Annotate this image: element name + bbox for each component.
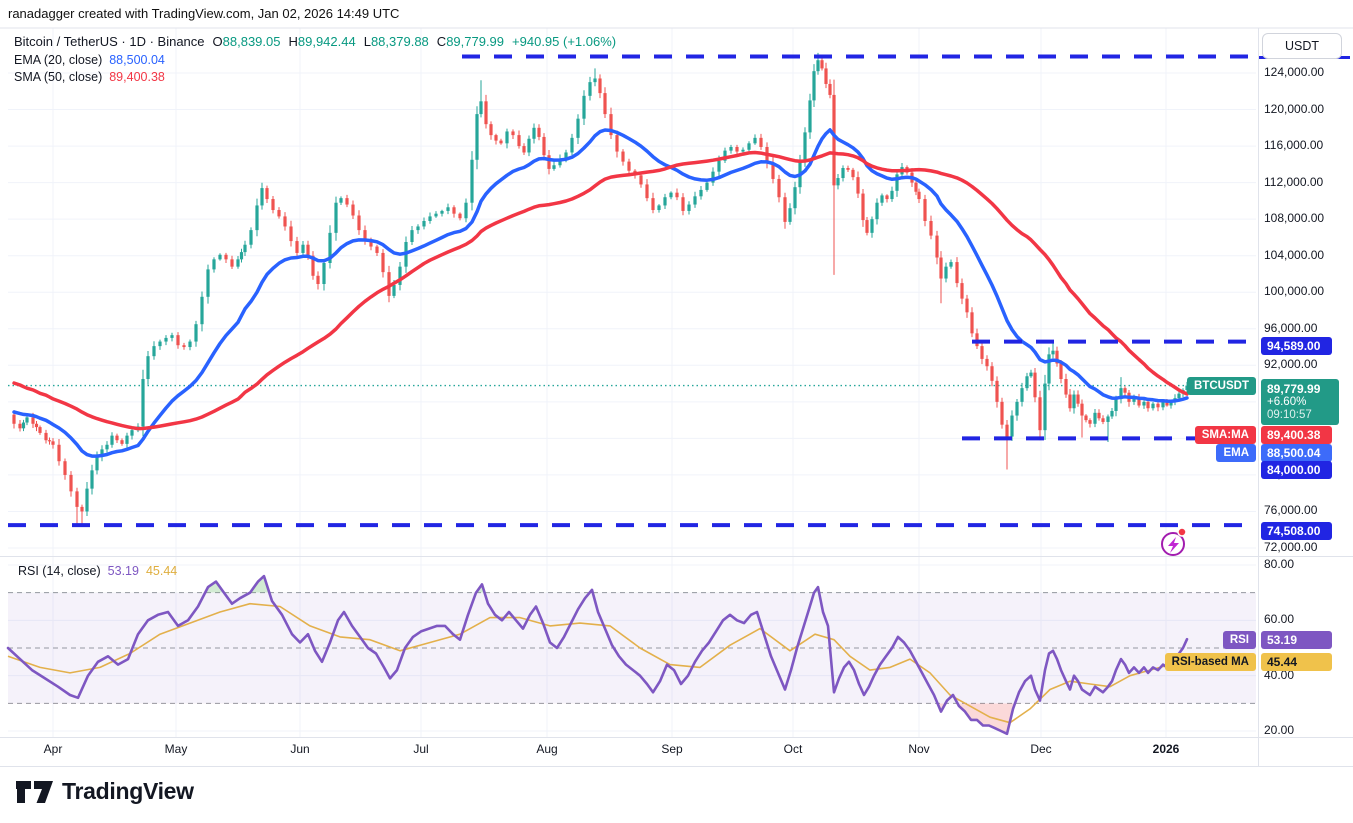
time-tick-label: May — [164, 742, 188, 756]
ohlc-value: 89,779.99 — [446, 34, 505, 49]
ohlc-key: O — [212, 34, 223, 49]
last-price-badge: 89,779.99 +6.60% 09:10:57 — [1261, 379, 1339, 425]
change-value: +940.95 (+1.06%) — [512, 34, 617, 49]
price-tick-label: 92,000.00 — [1264, 357, 1318, 372]
time-tick-label: Aug — [536, 742, 558, 756]
price-tick-label: 96,000.00 — [1264, 320, 1318, 335]
time-tick-label: Sep — [661, 742, 683, 756]
rsi-tick-label: 20.00 — [1264, 723, 1295, 737]
rsi-tick-label: 40.00 — [1264, 667, 1295, 682]
last-price-badge-line1: 89,779.99 — [1267, 382, 1321, 396]
ohlc-value: 88,839.05 — [222, 34, 281, 49]
ohlc-value: 88,379.88 — [370, 34, 429, 49]
rsi-ma-value-badge: 45.44 — [1261, 652, 1332, 671]
price-tick-label: 76,000.00 — [1264, 503, 1318, 518]
ohlc-values: O88,839.05 H89,942.44 L88,379.88 C89,779.99 — [205, 34, 505, 49]
rsi-ma-value: 45.44 — [145, 564, 178, 578]
symbol-header: Bitcoin / TetherUS · 1D · Binance O88,839… — [14, 34, 616, 49]
price-tick-label: 112,000.00 — [1264, 174, 1324, 189]
sma-label: SMA (50, close) — [14, 70, 103, 84]
rsi-value: 53.19 — [107, 564, 139, 578]
price-tick-label: 116,000.00 — [1264, 138, 1324, 153]
ema-value: 88,500.04 — [109, 53, 165, 67]
sma-value-badge: 89,400.38 — [1261, 425, 1332, 444]
last-price-badge-line2: +6.60% — [1267, 396, 1307, 408]
last-price-badge-line3: 09:10:57 — [1267, 409, 1312, 421]
sma-value: 89,400.38 — [109, 70, 165, 84]
ohlc-key: C — [436, 34, 447, 49]
time-tick-label: 2026 — [1152, 742, 1180, 756]
ema-header-row: EMA (20, close) 88,500.04 — [14, 52, 165, 67]
ema-value-badge: 88,500.04 — [1261, 443, 1332, 462]
rsi-tick-label: 80.00 — [1264, 557, 1295, 571]
level-badge-84000: 84,000.00 — [1261, 460, 1332, 479]
rsi-label: RSI (14, close) — [18, 564, 101, 578]
ohlc-value: 89,942.44 — [297, 34, 356, 49]
price-tick-label: 120,000.00 — [1264, 101, 1325, 116]
tradingview-logo[interactable]: TradingView — [16, 778, 194, 805]
price-tick-label: 108,000.00 — [1264, 211, 1325, 226]
price-tick-label: 100,000.00 — [1264, 284, 1325, 299]
rsi-tick-label: 60.00 — [1264, 612, 1295, 627]
sma-line-label: SMA:MA — [1194, 425, 1256, 444]
lightning-alert-icon[interactable] — [1161, 527, 1187, 556]
time-tick-label: Jul — [413, 742, 429, 756]
ema-line-label: EMA — [1216, 443, 1256, 462]
ohlc-key: L — [363, 34, 371, 49]
ohlc-key: H — [288, 34, 298, 49]
rsi-value-badge: 53.19 — [1261, 630, 1332, 649]
level-badge-74508: 74,508.00 — [1261, 521, 1332, 540]
rsi-line-label: RSI — [1222, 630, 1256, 649]
rsi-header-row: RSI (14, close) 53.19 45.44 — [18, 564, 177, 578]
attribution-text: ranadagger created with TradingView.com,… — [8, 6, 400, 21]
tradingview-logo-icon — [16, 780, 53, 803]
time-tick-label: Jun — [290, 742, 310, 756]
tradingview-logo-text: TradingView — [62, 778, 194, 804]
price-tick-label: 72,000.00 — [1264, 540, 1318, 554]
time-tick-label: Dec — [1030, 742, 1052, 756]
price-tick-label: 104,000.00 — [1264, 247, 1325, 262]
time-tick-label: Oct — [783, 742, 803, 756]
ema-label: EMA (20, close) — [14, 53, 103, 67]
price-tick-label: 124,000.00 — [1264, 65, 1325, 79]
rsi-ma-line-label: RSI-based MA — [1164, 652, 1256, 671]
symbol-price-label: BTCUSDT — [1187, 377, 1256, 395]
time-tick-label: Nov — [908, 742, 930, 756]
currency-button[interactable]: USDT — [1262, 33, 1342, 59]
symbol-title: Bitcoin / TetherUS · 1D · Binance — [14, 34, 205, 49]
time-tick-label: Apr — [43, 742, 63, 756]
level-badge-94589: 94,589.00 — [1261, 336, 1332, 355]
sma-header-row: SMA (50, close) 89,400.38 — [14, 69, 165, 84]
